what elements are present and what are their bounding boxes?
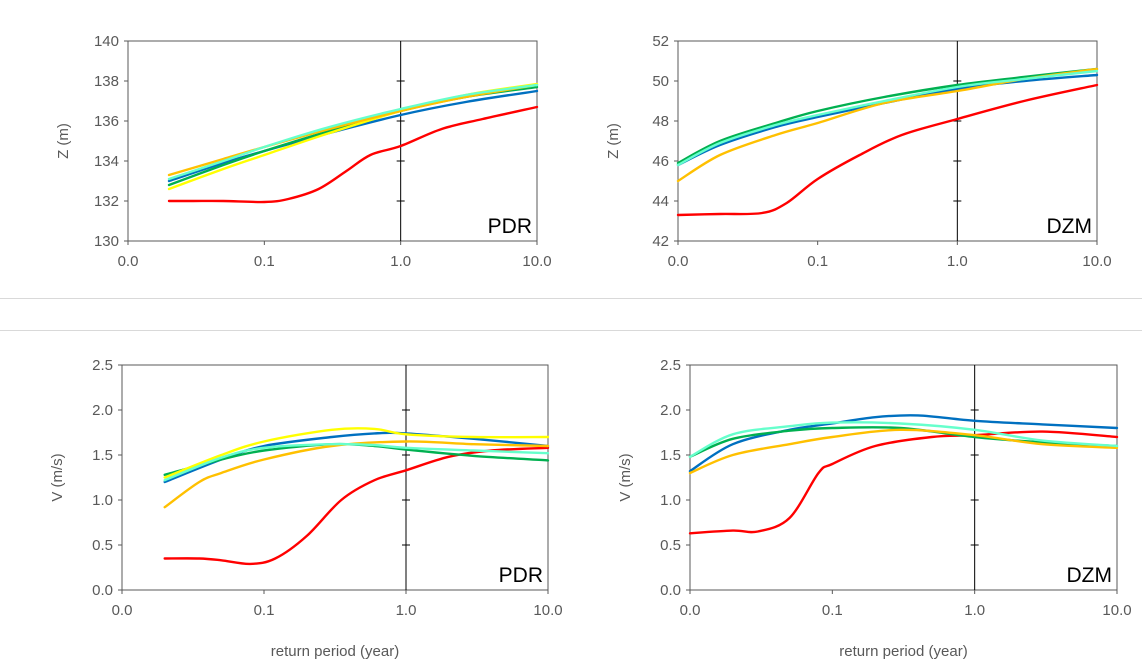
y-tick-label: 130 bbox=[94, 233, 119, 250]
y-tick-label: 2.5 bbox=[660, 357, 681, 374]
x-tick-label: 1.0 bbox=[396, 602, 417, 619]
series-line-2 bbox=[676, 73, 1099, 167]
y-tick-label: 1.5 bbox=[660, 447, 681, 464]
y-tick-label: 0.0 bbox=[92, 582, 113, 599]
panel-label: DZM bbox=[1067, 564, 1113, 587]
y-tick-label: 46 bbox=[652, 153, 669, 170]
series-line-4 bbox=[163, 427, 550, 479]
series-line-3 bbox=[676, 67, 1099, 165]
x-tick-label: 0.1 bbox=[254, 253, 275, 270]
panel-divider-bottom bbox=[0, 330, 1142, 331]
chart-panel-4: 0.0 0.5 1.0 1.5 2.0 2.5 0.0 0.1 1.0 10.0 DZM V (m/s… bbox=[617, 357, 1132, 660]
y-axis-title: Z (m) bbox=[55, 123, 72, 159]
series-line-1 bbox=[676, 83, 1099, 217]
y-tick-label: 2.0 bbox=[660, 402, 681, 419]
series-line-5 bbox=[163, 440, 550, 509]
series-line-4 bbox=[676, 67, 1099, 183]
x-tick-label: 0.1 bbox=[822, 602, 843, 619]
y-tick-label: 136 bbox=[94, 113, 119, 130]
panel-label: DZM bbox=[1047, 215, 1093, 238]
y-tick-label: 48 bbox=[652, 113, 669, 130]
series-line-5 bbox=[167, 83, 539, 177]
y-tick-label: 44 bbox=[652, 193, 669, 210]
x-tick-label: 10.0 bbox=[1082, 253, 1111, 270]
y-tick-label: 0.5 bbox=[92, 537, 113, 554]
series-line-6 bbox=[163, 442, 550, 482]
y-tick-label: 138 bbox=[94, 73, 119, 90]
series-line-3 bbox=[688, 426, 1119, 458]
y-tick-label: 52 bbox=[652, 33, 669, 50]
y-tick-label: 1.5 bbox=[92, 447, 113, 464]
series-line-5 bbox=[688, 421, 1119, 458]
y-axis-title: V (m/s) bbox=[617, 453, 634, 501]
series-line-1 bbox=[167, 105, 539, 204]
x-tick-label: 0.0 bbox=[112, 602, 133, 619]
plot-frame bbox=[689, 364, 1118, 591]
y-tick-label: 140 bbox=[94, 33, 119, 50]
x-tick-label: 10.0 bbox=[1102, 602, 1131, 619]
series-line-1 bbox=[688, 430, 1119, 535]
y-tick-label: 0.0 bbox=[660, 582, 681, 599]
chart-panel-1: 130 132 134 136 138 140 0.0 0.1 1.0 10.0 PDR Z (m) bbox=[55, 33, 552, 270]
plot-frame bbox=[677, 40, 1098, 242]
x-tick-label: 0.0 bbox=[680, 602, 701, 619]
x-tick-label: 10.0 bbox=[533, 602, 562, 619]
y-tick-label: 134 bbox=[94, 153, 119, 170]
x-tick-label: 1.0 bbox=[947, 253, 968, 270]
panel-label: PDR bbox=[488, 215, 532, 238]
y-tick-label: 1.0 bbox=[92, 492, 113, 509]
x-axis-title: return period (year) bbox=[839, 643, 967, 660]
series-line-3 bbox=[167, 85, 539, 187]
series-line-2 bbox=[688, 414, 1119, 473]
y-tick-label: 0.5 bbox=[660, 537, 681, 554]
series-line-6 bbox=[167, 83, 539, 181]
plot-frame bbox=[121, 364, 549, 591]
x-tick-label: 1.0 bbox=[390, 253, 411, 270]
plot-frame bbox=[127, 40, 538, 242]
x-tick-label: 1.0 bbox=[964, 602, 985, 619]
y-axis-title: V (m/s) bbox=[49, 453, 66, 501]
y-tick-label: 1.0 bbox=[660, 492, 681, 509]
panel-divider-top bbox=[0, 298, 1142, 299]
y-tick-label: 2.0 bbox=[92, 402, 113, 419]
x-axis-title: return period (year) bbox=[271, 643, 399, 660]
x-tick-label: 0.1 bbox=[807, 253, 828, 270]
series-line-4 bbox=[688, 428, 1119, 475]
y-tick-label: 50 bbox=[652, 73, 669, 90]
chart-panel-2: 42 44 46 48 50 52 0.0 0.1 1.0 10.0 DZM Z (m) bbox=[605, 33, 1112, 270]
y-tick-label: 42 bbox=[652, 233, 669, 250]
panel-label: PDR bbox=[499, 564, 543, 587]
series-line-5 bbox=[676, 69, 1099, 167]
y-tick-label: 132 bbox=[94, 193, 119, 210]
series-line-3 bbox=[163, 442, 550, 476]
y-axis-title: Z (m) bbox=[605, 123, 622, 159]
x-tick-label: 0.1 bbox=[254, 602, 275, 619]
x-tick-label: 0.0 bbox=[668, 253, 689, 270]
series-line-1 bbox=[163, 446, 550, 566]
y-tick-label: 2.5 bbox=[92, 357, 113, 374]
x-tick-label: 0.0 bbox=[118, 253, 139, 270]
chart-panel-3: 0.0 0.5 1.0 1.5 2.0 2.5 0.0 0.1 1.0 10.0 PDR V (m/s… bbox=[49, 357, 563, 660]
x-tick-label: 10.0 bbox=[522, 253, 551, 270]
